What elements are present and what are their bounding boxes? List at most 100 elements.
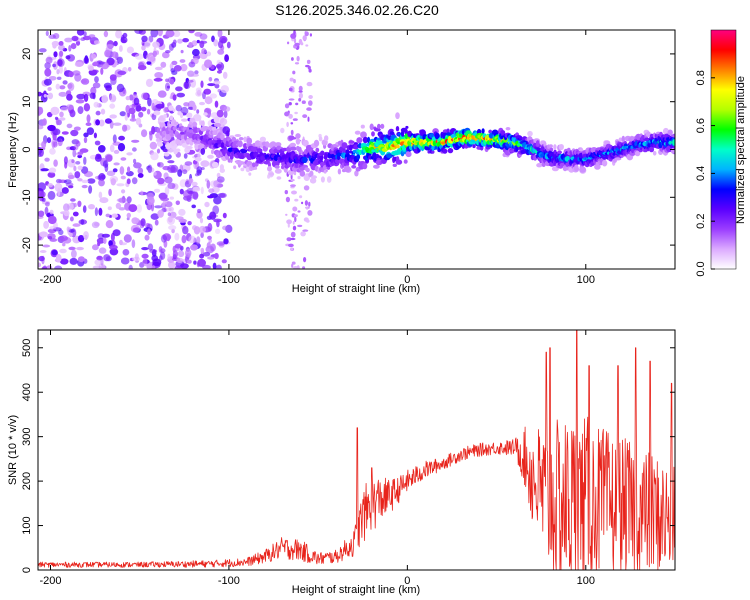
heatmap-cell: [285, 196, 290, 203]
heatmap-cell: [76, 30, 85, 36]
heatmap-cell: [92, 62, 98, 67]
heatmap-cell: [112, 168, 118, 173]
heatmap-cell: [290, 247, 293, 251]
heatmap-cell: [579, 166, 586, 173]
heatmap-cell: [73, 202, 77, 208]
heatmap-cell: [196, 166, 203, 174]
heatmap-cell: [209, 93, 217, 99]
heatmap-cell: [47, 92, 54, 100]
heatmap-cell: [293, 214, 298, 218]
heatmap-cell: [295, 138, 301, 145]
heatmap-cell: [71, 249, 77, 259]
heatmap-cell: [207, 222, 213, 232]
colorbar-tick-label: 0.8: [695, 70, 707, 85]
heatmap-cell: [362, 162, 368, 170]
heatmap-cell: [315, 147, 320, 153]
heatmap-cell: [298, 98, 302, 102]
heatmap-cell: [360, 124, 365, 129]
heatmap-cell: [188, 61, 196, 68]
heatmap-cell: [188, 178, 193, 185]
heatmap-cell: [295, 133, 301, 139]
heatmap-cell: [200, 186, 204, 195]
heatmap-cell: [194, 157, 202, 162]
heatmap-cell: [120, 157, 127, 161]
heatmap-cell: [286, 151, 292, 158]
heatmap-cell: [120, 257, 130, 265]
heatmap-cell: [557, 150, 562, 154]
heatmap-cell: [214, 83, 220, 89]
heatmap-cell: [299, 195, 303, 199]
heatmap-cell: [58, 65, 64, 74]
heatmap-cell: [309, 33, 312, 37]
heatmap-cell: [58, 41, 64, 46]
heatmap-cell: [152, 258, 162, 267]
heatmap-cell: [48, 167, 57, 174]
heatmap-cell: [150, 213, 159, 220]
heatmap-cell: [149, 141, 158, 150]
heatmap-cell: [289, 142, 296, 148]
heatmap-cell: [404, 128, 408, 135]
heatmap-cell: [292, 118, 298, 121]
heatmap-cell: [154, 72, 164, 79]
heatmap-cell: [199, 33, 208, 40]
x-tick-label: -100: [218, 274, 240, 286]
heatmap-cell: [94, 259, 102, 266]
heatmap-cell: [372, 152, 377, 158]
heatmap-cell: [254, 140, 261, 147]
heatmap-cell: [157, 162, 164, 168]
heatmap-cell: [251, 145, 257, 153]
heatmap-cell: [171, 70, 178, 75]
heatmap-cell: [168, 225, 177, 231]
heatmap-cell: [125, 96, 130, 101]
heatmap-cell: [51, 40, 60, 47]
heatmap-cell: [77, 235, 85, 243]
heatmap-cell: [199, 40, 205, 49]
heatmap-cell: [103, 30, 109, 38]
heatmap-cell: [151, 125, 156, 135]
heatmap-cell: [45, 202, 50, 207]
heatmap-cell: [201, 120, 205, 127]
heatmap-cell: [173, 30, 181, 37]
heatmap-cell: [77, 106, 84, 115]
heatmap-cell: [174, 121, 179, 126]
heatmap-cell: [192, 48, 200, 57]
x-tick-label: 100: [577, 274, 595, 286]
heatmap-cell: [83, 156, 87, 165]
heatmap-cell: [274, 168, 282, 174]
heatmap-cell: [550, 147, 554, 152]
heatmap-cell: [180, 63, 188, 72]
heatmap-cell: [126, 152, 133, 156]
heatmap-cell: [134, 253, 139, 261]
heatmap-cell: [348, 140, 355, 144]
heatmap-cell: [324, 152, 328, 160]
heatmap-cell: [180, 49, 184, 54]
heatmap-cell: [220, 134, 225, 141]
heatmap-cell: [99, 197, 109, 204]
heatmap-cell: [192, 186, 201, 192]
heatmap-cell: [147, 228, 151, 235]
heatmap-cell: [297, 146, 302, 154]
heatmap-cell: [174, 243, 182, 249]
heatmap-cell: [150, 152, 159, 161]
heatmap-cell: [72, 70, 81, 76]
heatmap-cell: [181, 235, 187, 244]
heatmap-cell: [294, 216, 297, 223]
heatmap-cell: [213, 80, 221, 85]
heatmap-cell: [135, 105, 142, 112]
heatmap-cell: [291, 261, 296, 265]
heatmap-cell: [169, 115, 174, 121]
heatmap-cell: [306, 107, 312, 111]
heatmap-cell: [119, 242, 128, 246]
heatmap-cell: [80, 219, 85, 225]
heatmap-cell: [183, 153, 188, 159]
heatmap-cell: [183, 102, 190, 107]
heatmap-cell: [175, 148, 181, 153]
heatmap-cell: [41, 141, 47, 149]
heatmap-cell: [70, 43, 77, 50]
x-tick-label: 0: [404, 274, 410, 286]
heatmap-cell: [354, 130, 361, 135]
heatmap-cell: [82, 205, 87, 213]
heatmap-cell: [288, 102, 292, 106]
heatmap-cell: [105, 85, 112, 92]
heatmap-cell: [136, 204, 142, 213]
